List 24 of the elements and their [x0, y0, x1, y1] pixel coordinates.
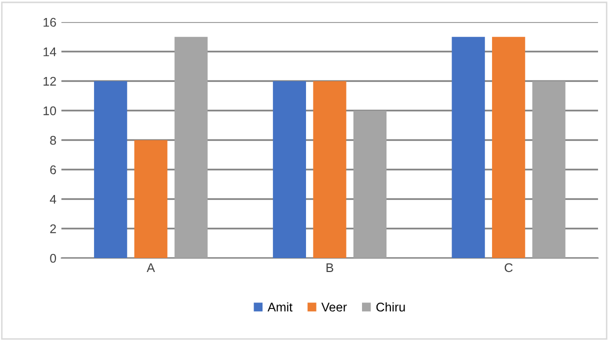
bar: [452, 36, 485, 258]
y-tick-label: 14: [44, 48, 56, 56]
legend-label: Amit: [268, 302, 292, 312]
bar: [353, 110, 387, 258]
y-tick-label: 2: [50, 224, 56, 234]
y-tick-label: 6: [50, 165, 56, 174]
bar: [134, 140, 168, 258]
bar: [492, 36, 526, 258]
x-tick-label: B: [326, 263, 334, 272]
y-tick-label: 12: [44, 76, 56, 86]
bar: [313, 81, 346, 258]
bar: [532, 81, 566, 258]
legend-label: Chiru: [376, 302, 405, 312]
y-tick-label: 8: [50, 136, 56, 145]
y-tick-label: 0: [50, 254, 56, 263]
bar: [174, 36, 208, 258]
y-tick-label: 4: [50, 195, 56, 204]
y-tick-label: 10: [44, 106, 56, 116]
legend-label: Veer: [321, 302, 347, 312]
y-tick-label: 16: [44, 18, 56, 27]
x-tick-label: A: [146, 263, 155, 272]
bar: [94, 81, 128, 258]
x-tick-label: C: [504, 263, 513, 272]
bar: [272, 81, 306, 258]
